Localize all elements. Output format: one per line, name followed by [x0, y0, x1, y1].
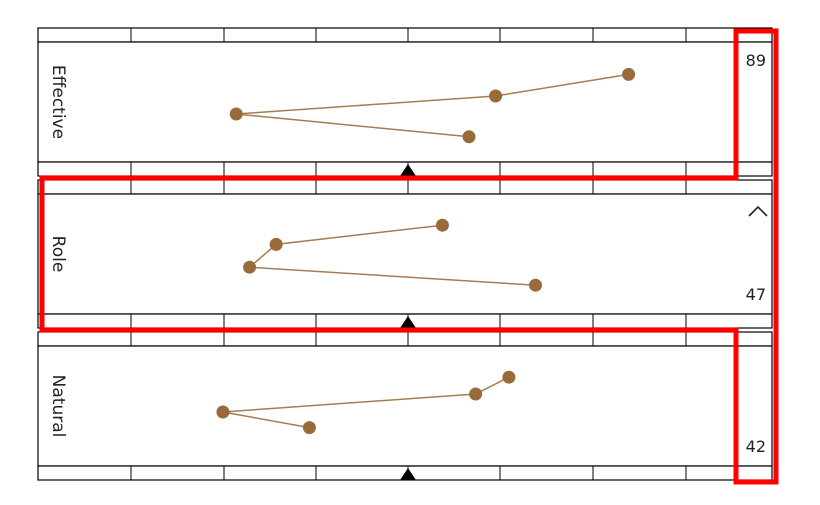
- series-point-0: [502, 370, 516, 384]
- panel-effective: Effective 89: [37, 27, 773, 177]
- series-point-2: [216, 405, 230, 419]
- panel-value: 47: [746, 285, 766, 304]
- panel-label: Natural: [48, 375, 68, 438]
- ruler-bar: [37, 179, 773, 195]
- series-point-2: [229, 107, 243, 121]
- series-point-0: [435, 218, 449, 232]
- chevron-up-icon[interactable]: [748, 205, 768, 217]
- plot-area: [37, 193, 773, 315]
- series-point-3: [302, 421, 316, 435]
- ruler-bar: [37, 331, 773, 347]
- series-point-3: [529, 278, 542, 292]
- series-line: [222, 376, 510, 429]
- plot-area: [37, 41, 773, 163]
- panel-label: Effective: [48, 65, 68, 139]
- series-point-0: [622, 67, 636, 81]
- panel-label: Role: [48, 236, 68, 273]
- highlight-layer: [39, 28, 779, 485]
- highlight-outline: [39, 28, 779, 485]
- ruler-top: [37, 179, 773, 195]
- series-line: [236, 73, 629, 138]
- panel-natural: Natural 42: [37, 331, 773, 481]
- panels-layer: Effective 89 Role 47 Natural 42: [37, 27, 773, 481]
- panel-value: 42: [746, 437, 766, 456]
- panel-value: 89: [746, 51, 766, 70]
- series-point-2: [243, 260, 257, 274]
- series-point-3: [462, 130, 476, 144]
- ruler-top: [37, 331, 773, 347]
- triangle-pointer-icon: [400, 316, 416, 328]
- series-line: [247, 224, 536, 286]
- series-point-1: [469, 387, 483, 401]
- series-point-1: [489, 89, 503, 103]
- panel-role: Role 47: [37, 179, 773, 329]
- ruler-bar: [37, 27, 773, 43]
- plot-area: [37, 345, 773, 467]
- triangle-pointer-icon: [400, 164, 416, 176]
- series-point-1: [269, 237, 283, 251]
- ruler-top: [37, 27, 773, 43]
- triangle-pointer-icon: [400, 468, 416, 480]
